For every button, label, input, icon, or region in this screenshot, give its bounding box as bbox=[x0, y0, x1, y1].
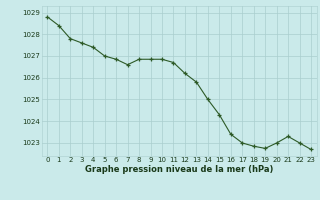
X-axis label: Graphe pression niveau de la mer (hPa): Graphe pression niveau de la mer (hPa) bbox=[85, 165, 273, 174]
